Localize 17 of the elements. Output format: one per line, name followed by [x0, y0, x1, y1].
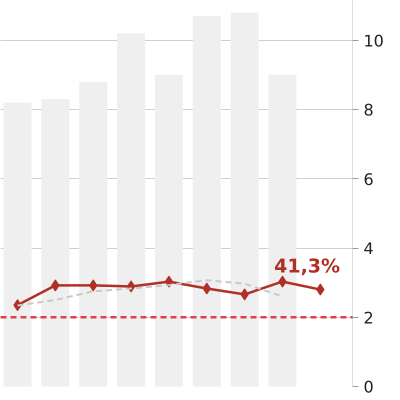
- y-tick-label: 4: [364, 239, 374, 258]
- point: [240, 288, 249, 300]
- y-tick-label: 10: [364, 31, 384, 50]
- bar: [79, 82, 108, 386]
- bar: [154, 74, 183, 386]
- y-tick-label: 6: [364, 170, 374, 189]
- bar: [4, 102, 32, 386]
- y-tick-label: 0: [364, 378, 374, 396]
- bar: [117, 33, 146, 386]
- y-tick-label: 2: [364, 308, 374, 328]
- bar: [230, 12, 259, 386]
- annotation: 41,3%: [274, 255, 340, 278]
- point: [51, 279, 60, 292]
- bar: [41, 99, 70, 386]
- bar: [192, 16, 221, 386]
- y-tick-label: 8: [364, 100, 374, 120]
- point: [278, 276, 287, 288]
